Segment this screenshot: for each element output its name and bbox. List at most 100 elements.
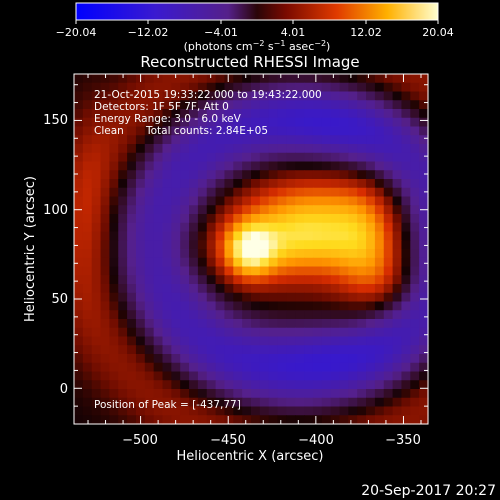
heatmap-cell [224, 240, 234, 250]
heatmap-cell [286, 380, 296, 390]
heatmap-cell [74, 231, 84, 241]
heatmap-cell [91, 336, 102, 346]
heatmap-cell [153, 91, 164, 101]
heatmap-cell [312, 266, 323, 276]
heatmap-cell [135, 380, 146, 390]
heatmap-cell [189, 415, 199, 425]
heatmap-cell [100, 292, 110, 303]
heatmap-cell [224, 109, 234, 119]
heatmap-cell [401, 222, 411, 233]
heatmap-cell [286, 249, 296, 259]
heatmap-cell [74, 301, 84, 311]
heatmap-cell [162, 362, 172, 373]
heatmap-cell [242, 144, 252, 154]
heatmap-cell [144, 266, 155, 276]
heatmap-cell [197, 231, 208, 241]
heatmap-cell [215, 231, 226, 241]
heatmap-cell [215, 161, 226, 171]
heatmap-cell [171, 179, 181, 189]
heatmap-cell [383, 336, 394, 346]
heatmap-cell [171, 345, 181, 355]
heatmap-cell [295, 231, 305, 241]
heatmap-cell [127, 152, 137, 163]
heatmap-cell [419, 100, 429, 110]
heatmap-cell [321, 100, 332, 110]
heatmap-cell [233, 152, 243, 163]
heatmap-cell [374, 397, 385, 408]
heatmap-cell [233, 144, 243, 154]
heatmap-cell [330, 362, 341, 373]
heatmap-cell [82, 161, 93, 171]
heatmap-cell [366, 161, 376, 171]
heatmap-cell [82, 389, 93, 399]
heatmap-cell [118, 301, 128, 311]
heatmap-cell [215, 187, 226, 198]
heatmap-cell [91, 117, 102, 128]
heatmap-cell [197, 109, 208, 119]
heatmap-cell [180, 249, 190, 259]
heatmap-cell [127, 144, 137, 154]
heatmap-cell [171, 397, 181, 408]
heatmap-cell [224, 82, 234, 93]
heatmap-cell [321, 327, 332, 338]
heatmap-cell [419, 362, 429, 373]
heatmap-cell [82, 275, 93, 285]
heatmap-cell [419, 319, 429, 329]
heatmap-cell [82, 222, 93, 233]
heatmap-cell [357, 82, 367, 93]
heatmap-cell [153, 257, 164, 268]
heatmap-cell [162, 126, 172, 136]
heatmap-cell [109, 74, 119, 84]
heatmap-cell [82, 327, 93, 338]
heatmap-cell [100, 275, 110, 285]
heatmap-cell [180, 196, 190, 206]
heatmap-cell [348, 91, 358, 101]
heatmap-cell [286, 310, 296, 320]
heatmap-cell [366, 152, 376, 163]
heatmap-cell [242, 126, 252, 136]
heatmap-cell [74, 354, 84, 364]
heatmap-cell [162, 117, 172, 128]
heatmap-cell [74, 109, 84, 119]
heatmap-cell [109, 257, 119, 268]
heatmap-cell [339, 275, 349, 285]
heatmap-cell [197, 406, 208, 416]
heatmap-cell [224, 91, 234, 101]
heatmap-cell [330, 284, 341, 294]
heatmap-cell [162, 161, 172, 171]
heatmap-cell [224, 380, 234, 390]
heatmap-cell [118, 389, 128, 399]
heatmap-cell [383, 389, 394, 399]
heatmap-cell [109, 397, 119, 408]
heatmap-cell [374, 371, 385, 381]
heatmap-cell [419, 257, 429, 268]
heatmap-cell [197, 389, 208, 399]
heatmap-cell [286, 257, 296, 268]
heatmap-cell [401, 319, 411, 329]
heatmap-cell [321, 109, 332, 119]
heatmap-cell [189, 135, 199, 145]
heatmap-cell [242, 152, 252, 163]
heatmap-cell [100, 117, 110, 128]
heatmap-cell [392, 319, 403, 329]
heatmap-cell [321, 292, 332, 303]
heatmap-cell [268, 109, 279, 119]
heatmap-cell [374, 100, 385, 110]
heatmap-cell [82, 126, 93, 136]
heatmap-cell [91, 196, 102, 206]
heatmap-cell [224, 144, 234, 154]
heatmap-cell [100, 161, 110, 171]
heatmap-cell [383, 170, 394, 180]
heatmap-cell [153, 345, 164, 355]
heatmap-cell [233, 74, 243, 84]
heatmap-cell [189, 222, 199, 233]
heatmap-cell [242, 292, 252, 303]
heatmap-cell [215, 74, 226, 84]
heatmap-cell [410, 144, 420, 154]
heatmap-cell [118, 179, 128, 189]
heatmap-cell [277, 266, 287, 276]
heatmap-cell [127, 249, 137, 259]
heatmap-cell [233, 222, 243, 233]
heatmap-cell [410, 135, 420, 145]
heatmap-cell [109, 284, 119, 294]
